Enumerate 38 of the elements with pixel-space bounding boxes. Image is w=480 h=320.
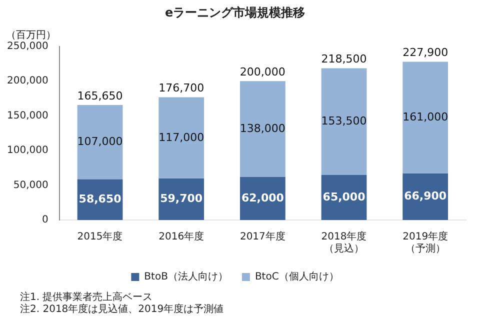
data-label: 59,700 — [160, 192, 203, 206]
total-label: 176,700 — [158, 82, 204, 95]
bar — [402, 62, 448, 174]
data-label: 66,900 — [404, 190, 447, 203]
x-tick-label: 2017年度 — [240, 230, 286, 243]
bar — [402, 174, 448, 220]
data-label: 62,000 — [241, 191, 284, 204]
bar — [77, 104, 123, 180]
total-label: 218,500 — [321, 52, 367, 66]
x-tick-label: 2018年度（見込） — [321, 230, 367, 255]
bar — [240, 81, 286, 177]
y-tick-label: 0 — [42, 214, 48, 226]
y-tick-label: 250,000 — [6, 40, 48, 52]
text: 注1. 提供事業者売上高ベース — [20, 292, 154, 304]
text: 注2. 2018年度は見込値、2019年度は予測値 — [20, 304, 224, 316]
chart-title: eラーニング市場規模推移 — [164, 5, 306, 20]
bar — [158, 97, 204, 179]
legend-label: BtoC（個人向け） — [254, 270, 339, 283]
y-axis-title: （百万円） — [6, 30, 56, 41]
data-label: 153,500 — [321, 114, 367, 128]
y-tick-label: 100,000 — [6, 145, 48, 156]
y-tick-label: 200,000 — [6, 76, 48, 87]
x-tick-label: 2019年度（予測） — [402, 230, 448, 255]
y-tick-label: 150,000 — [6, 110, 48, 122]
total-label: 227,900 — [402, 46, 448, 60]
data-label: 107,000 — [77, 134, 123, 148]
data-label: 65,000 — [322, 190, 366, 204]
data-label: 138,000 — [240, 122, 286, 135]
y-tick-label: 50,000 — [13, 180, 48, 191]
data-label: 117,000 — [158, 130, 204, 144]
data-label: 58,650 — [78, 192, 122, 206]
data-label: 161,000 — [402, 110, 448, 124]
x-tick-label: 2016年度 — [158, 230, 204, 243]
x-tick-label: 2015年度 — [77, 230, 123, 243]
bar — [321, 68, 367, 175]
legend-label: BtoB（法人向け） — [144, 270, 228, 283]
total-label: 165,650 — [77, 89, 123, 102]
total-label: 200,000 — [240, 65, 286, 78]
